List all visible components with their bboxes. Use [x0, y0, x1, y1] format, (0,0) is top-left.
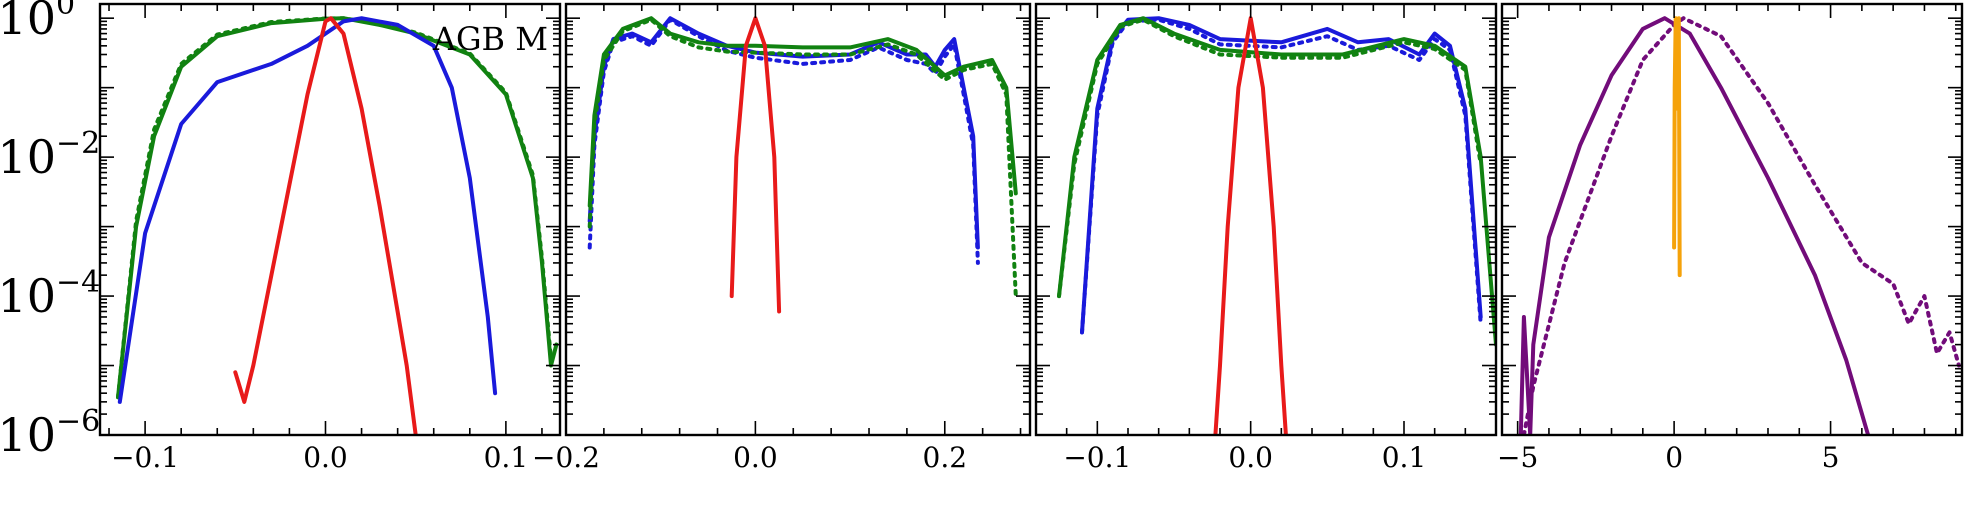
y-tick-exponent: −6: [56, 404, 100, 439]
blue-dotted-series-line: [587, 17, 980, 265]
y-tick-label: 10: [0, 408, 56, 462]
series-group: [1057, 16, 1496, 435]
green-dotted-series-line: [1057, 17, 1483, 299]
orange-solid-series-line: [1672, 16, 1682, 278]
x-tick-label: 0.1: [1382, 441, 1427, 474]
blue-solid-series-line: [587, 16, 980, 250]
purple-dotted-series-line: [1521, 16, 1961, 435]
x-tick-label: 0.0: [303, 441, 348, 474]
y-tick-exponent: −2: [56, 126, 100, 161]
y-tick-exponent: −4: [56, 265, 100, 300]
panel-3: −0.1 0.0 0.1: [1034, 2, 1498, 474]
purple-solid-series-line: [1518, 16, 1871, 435]
panel-4: −5 0 5: [1497, 2, 1964, 474]
panel-1: −0.1 0.0 0.1 AGB M: [98, 2, 562, 474]
axes-frame: [564, 2, 1032, 437]
x-tick-label: 5: [1822, 441, 1840, 474]
x-tick-label: −0.2: [532, 441, 600, 474]
series-group: [116, 16, 559, 435]
axes-frame: [1034, 2, 1498, 437]
x-tick-label: 0.0: [1228, 441, 1273, 474]
axes-frame: [1500, 2, 1964, 437]
blue-solid-series-line: [117, 16, 498, 404]
red-solid-series-line: [1213, 16, 1288, 435]
series-group: [1518, 16, 1961, 435]
red-solid-series-line: [729, 16, 782, 314]
axes-frame: [98, 2, 562, 437]
green-dotted-series-line: [587, 17, 1018, 299]
x-tick-label: −0.1: [111, 441, 179, 474]
panel-2: −0.2 0.0 0.2: [532, 2, 1032, 474]
green-dotted-series-line: [116, 16, 553, 400]
x-tick-label: −0.1: [1063, 441, 1131, 474]
panel-annotation: AGB M: [432, 20, 548, 58]
y-tick-label: 10: [0, 269, 56, 323]
y-tick-label: 10: [0, 130, 56, 184]
red-solid-series-line: [233, 16, 418, 435]
x-tick-label: 0.2: [923, 441, 968, 474]
x-tick-label: 0.1: [484, 441, 529, 474]
series-group: [587, 16, 1018, 314]
x-tick-label: 0: [1665, 441, 1683, 474]
blue-dotted-series-line: [1080, 17, 1483, 335]
y-tick-exponent: 0: [56, 0, 75, 22]
x-tick-label: 0.0: [733, 441, 778, 474]
y-tick-label: 10: [0, 0, 56, 45]
blue-solid-series-line: [1080, 16, 1483, 335]
x-tick-label: −5: [1497, 441, 1538, 474]
